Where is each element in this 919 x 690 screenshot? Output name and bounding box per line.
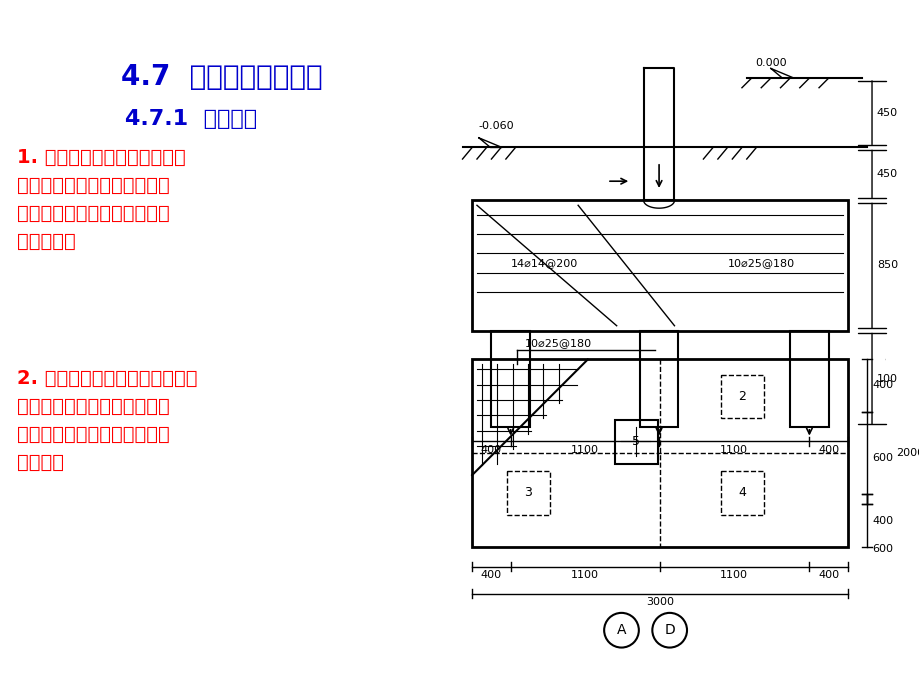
Text: 1100: 1100 (720, 570, 747, 580)
Text: 2. 桩基中各桩受力应比较均匀，
布桩时应尽可能使上部荷载的
中心与群桩的横截面形心重合
或接近；: 2. 桩基中各桩受力应比较均匀， 布桩时应尽可能使上部荷载的 中心与群桩的横截面… (17, 369, 198, 472)
Text: 400: 400 (817, 445, 838, 455)
Bar (471, 359, 847, 547)
Text: A: A (616, 623, 626, 637)
Text: 400: 400 (481, 445, 502, 455)
Text: 450: 450 (876, 108, 897, 118)
Text: 1100: 1100 (720, 445, 747, 455)
Text: 2: 2 (737, 390, 745, 402)
Text: -0.060: -0.060 (479, 121, 514, 131)
Text: 400: 400 (817, 570, 838, 580)
Bar (720, 375, 764, 418)
Text: 850: 850 (876, 260, 897, 270)
Text: 600: 600 (871, 453, 892, 463)
Text: 3: 3 (524, 486, 531, 499)
Bar (639, 331, 677, 427)
Text: 400: 400 (481, 570, 502, 580)
Bar (506, 471, 550, 515)
Text: 1100: 1100 (571, 570, 598, 580)
Text: 3000: 3000 (645, 597, 674, 607)
Text: 100: 100 (876, 374, 897, 384)
Bar (789, 331, 828, 427)
Text: 450: 450 (876, 170, 897, 179)
Text: 1100: 1100 (571, 445, 598, 455)
Text: 14⌀14@200: 14⌀14@200 (510, 258, 577, 268)
Text: 600: 600 (871, 544, 892, 554)
Text: 10⌀25@180: 10⌀25@180 (525, 338, 592, 348)
Bar (614, 420, 657, 464)
Text: 400: 400 (871, 516, 892, 526)
Bar (471, 201, 847, 331)
Text: 4: 4 (737, 486, 745, 499)
Text: 0.000: 0.000 (754, 59, 786, 68)
Text: 10⌀25@180: 10⌀25@180 (727, 258, 794, 268)
Text: 2000: 2000 (895, 448, 919, 458)
Text: 4.7  桩的平面布置原则: 4.7 桩的平面布置原则 (120, 63, 322, 90)
Bar (720, 471, 764, 515)
Text: 5: 5 (631, 435, 640, 448)
Text: 4.7.1  一般原则: 4.7.1 一般原则 (125, 109, 257, 129)
Text: 1. 当承台承受偏心作用时，应
增加桩基横截面的惯性矩，对
群桩基础，宜采用外密内疏的
布置方式；: 1. 当承台承受偏心作用时，应 增加桩基横截面的惯性矩，对 群桩基础，宜采用外密… (17, 148, 186, 250)
Bar (491, 331, 529, 427)
Text: D: D (664, 623, 675, 637)
Text: 400: 400 (871, 380, 892, 391)
